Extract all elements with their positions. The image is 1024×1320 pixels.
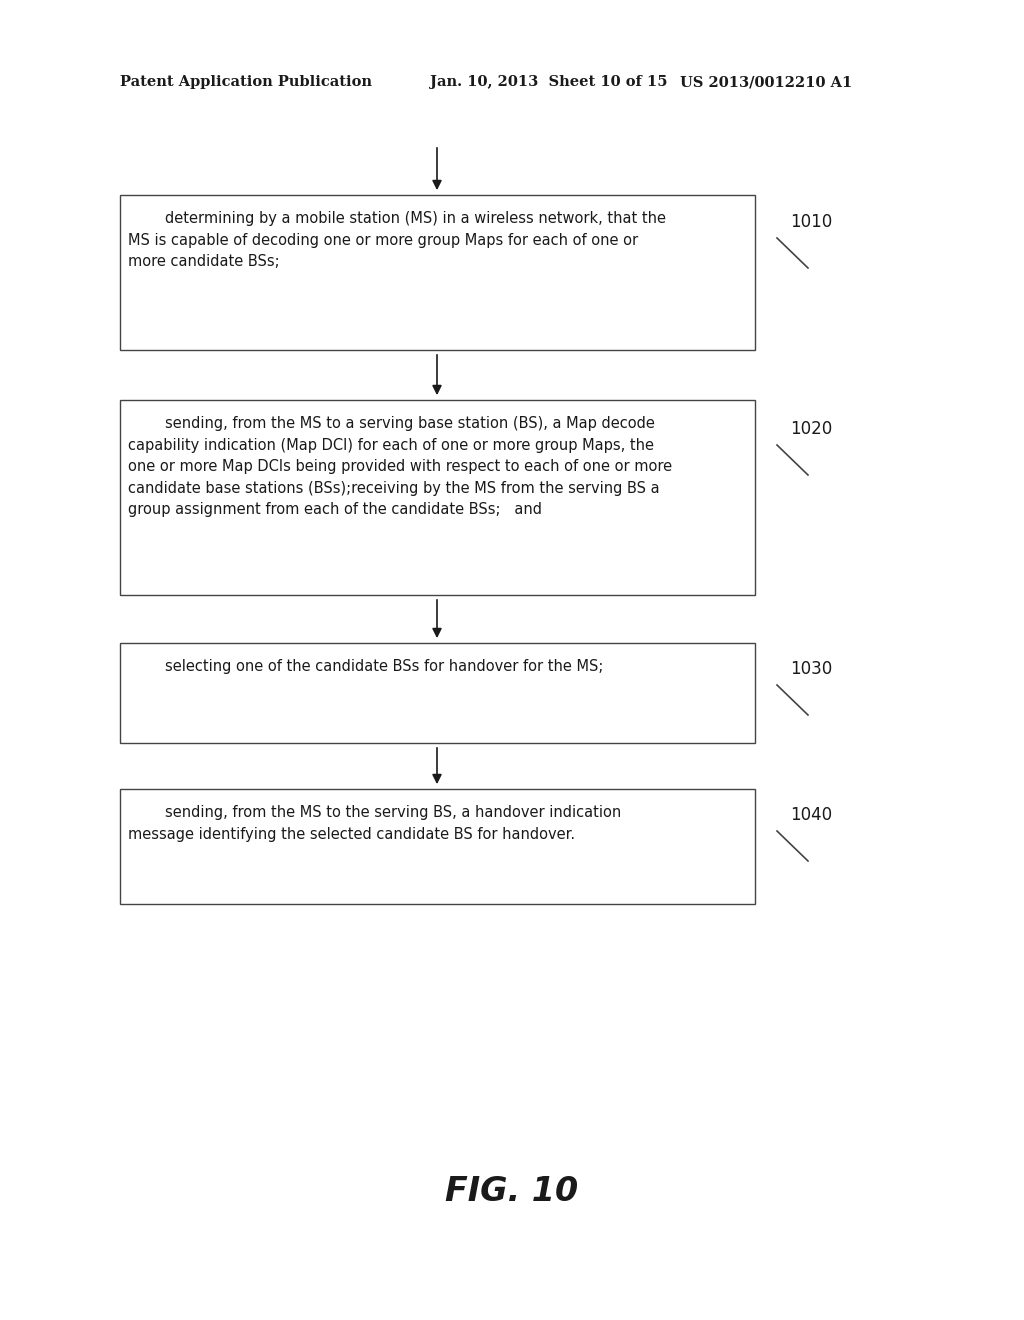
Text: selecting one of the candidate BSs for handover for the MS;: selecting one of the candidate BSs for h… (128, 659, 603, 675)
Text: sending, from the MS to a serving base station (BS), a Map decode
capability ind: sending, from the MS to a serving base s… (128, 416, 672, 517)
Text: Patent Application Publication: Patent Application Publication (120, 75, 372, 88)
Text: 1030: 1030 (790, 660, 833, 678)
Bar (120, 195, 755, 350)
Text: sending, from the MS to the serving BS, a handover indication
message identifyin: sending, from the MS to the serving BS, … (128, 805, 622, 842)
Text: 1020: 1020 (790, 420, 833, 438)
Text: 1010: 1010 (790, 213, 833, 231)
Bar (120, 400, 755, 595)
Text: determining by a mobile station (MS) in a wireless network, that the
MS is capab: determining by a mobile station (MS) in … (128, 211, 666, 269)
Text: 1040: 1040 (790, 807, 833, 824)
Text: Jan. 10, 2013  Sheet 10 of 15: Jan. 10, 2013 Sheet 10 of 15 (430, 75, 668, 88)
Text: FIG. 10: FIG. 10 (445, 1175, 579, 1208)
Bar (120, 789, 755, 904)
Bar (120, 643, 755, 743)
Text: US 2013/0012210 A1: US 2013/0012210 A1 (680, 75, 852, 88)
